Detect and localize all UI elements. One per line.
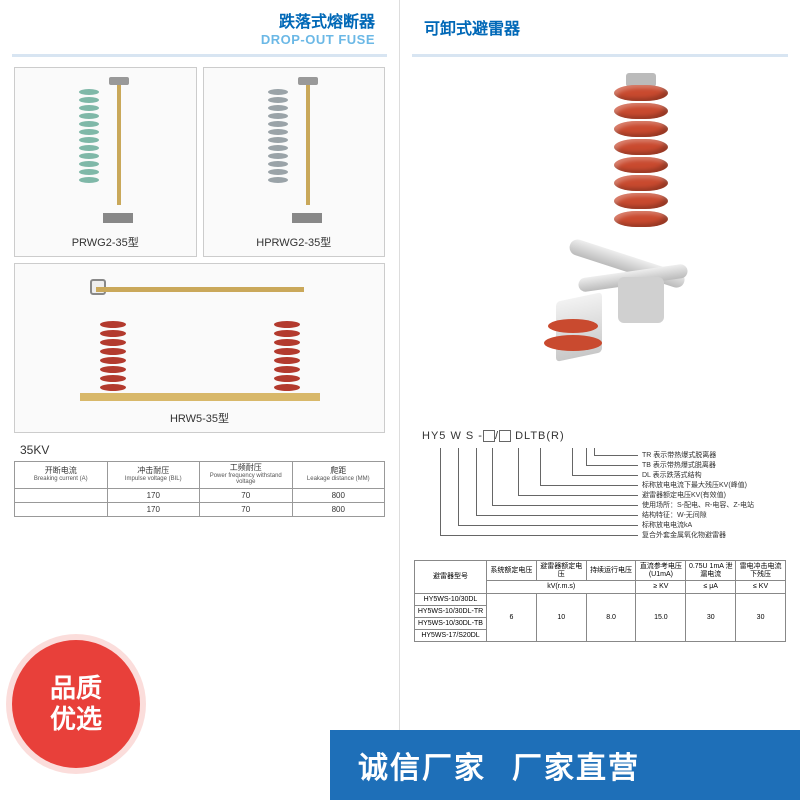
lead-text: 使用场所：S-配电、R-电容、Z-电站 — [642, 500, 754, 510]
model-code: HY5 W S -/ DLTB(R) — [422, 430, 782, 442]
divider — [412, 54, 788, 57]
product-image — [21, 270, 378, 406]
right-header: 可卸式避雷器 — [400, 0, 800, 54]
lead-text: DL 表示跌落式结构 — [642, 470, 702, 480]
spec-table-35kv: 开断电流Breaking current (A) 冲击耐压Impulse vol… — [14, 461, 385, 517]
right-header-cn: 可卸式避雷器 — [424, 15, 520, 39]
table-row: 170 70 800 — [15, 488, 385, 502]
product-label: HRW5-35型 — [170, 410, 229, 426]
left-header-en: DROP-OUT FUSE — [261, 32, 375, 47]
model-code-diagram: HY5 W S -/ DLTB(R) TR 表示带热爆式脱离器 TB 表示带热爆… — [422, 430, 782, 558]
left-header-cn: 跌落式熔断器 — [261, 8, 375, 32]
lead-text: 结构特征：W-无间隙 — [642, 510, 707, 520]
col-pf-withstand: 工频耐压Power frequency withstand voltage — [200, 462, 293, 489]
arrester-spec-table: 避雷器型号 系统额定电压 避雷器额定电压 持续运行电压 直流参考电压 (U1mA… — [414, 560, 786, 642]
lead-lines: TR 表示带热爆式脱离器 TB 表示带热爆式脱离器 DL 表示跌落式结构 标称放… — [422, 448, 782, 558]
product-cell-prwg2: PRWG2-35型 — [14, 67, 197, 257]
col-model: 避雷器型号 — [415, 561, 487, 594]
badge-quality: 品质 优选 — [12, 640, 140, 768]
product-grid: PRWG2-35型 HPRWG2-35型 — [0, 67, 399, 433]
col-residual: 雷电冲击电流下残压 — [736, 561, 786, 581]
lead-text: 避雷器额定电压KV(有效值) — [642, 490, 726, 500]
lead-text: 标称放电电流下最大残压KV(峰值) — [642, 480, 747, 490]
badge-trust: 诚信厂家 — [358, 743, 486, 787]
col-leakage-current: 0.75U 1mA 泄漏电流 — [686, 561, 736, 581]
badge-factory: 诚信厂家 厂家直营 — [330, 730, 800, 800]
right-catalog-page: 可卸式避雷器 HY5 W S -/ DLTB(R) — [400, 0, 800, 800]
product-image — [21, 74, 190, 230]
product-label: PRWG2-35型 — [72, 234, 139, 250]
product-cell-hprwg2: HPRWG2-35型 — [203, 67, 386, 257]
col-breaking: 开断电流Breaking current (A) — [15, 462, 108, 489]
col-cont-voltage: 持续运行电压 — [586, 561, 636, 581]
lead-text: 复合外套金属氧化物避雷器 — [642, 530, 726, 540]
product-image — [210, 74, 379, 230]
table-row: 170 70 800 — [15, 502, 385, 516]
col-sys-voltage: 系统额定电压 — [487, 561, 537, 581]
lead-text: 标称放电电流kA — [642, 520, 692, 530]
lead-text: TR 表示带热爆式脱离器 — [642, 450, 716, 460]
lead-text: TB 表示带热爆式脱离器 — [642, 460, 716, 470]
left-header: 跌落式熔断器 DROP-OUT FUSE — [0, 0, 399, 54]
col-rated-voltage: 避雷器额定电压 — [536, 561, 586, 581]
col-dc-ref: 直流参考电压 (U1mA) — [636, 561, 686, 581]
section-title-35kv: 35KV — [0, 433, 399, 461]
badge-direct: 厂家直营 — [512, 743, 640, 787]
divider — [12, 54, 387, 57]
product-cell-hrw5: HRW5-35型 — [14, 263, 385, 433]
col-impulse: 冲击耐压Impulse voltage (BIL) — [107, 462, 200, 489]
product-label: HPRWG2-35型 — [256, 234, 331, 250]
table-row: HY5WS-10/30DL 6 10 8.0 15.0 30 30 — [415, 594, 786, 606]
arrester-image — [400, 67, 800, 427]
col-leakage: 爬距Leakage distance (MM) — [292, 462, 385, 489]
